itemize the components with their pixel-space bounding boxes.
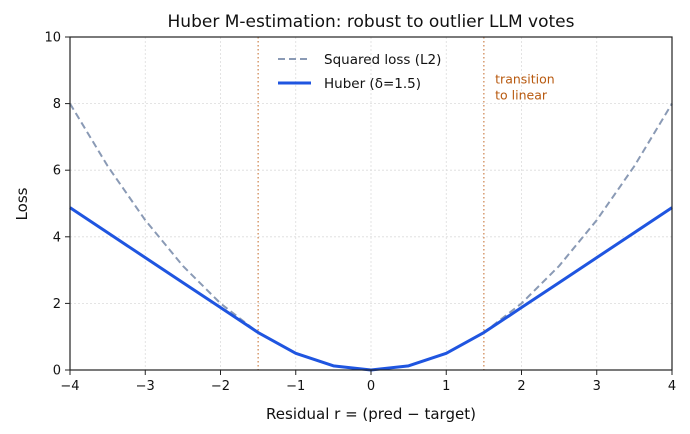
x-tick-label: 1	[442, 379, 450, 394]
legend: Squared loss (L2) Huber (δ=1.5)	[278, 52, 441, 92]
x-tick-label: 0	[367, 379, 375, 394]
x-tick-label: −2	[211, 379, 230, 394]
x-tick-label: −4	[60, 379, 79, 394]
y-tick-label: 4	[53, 230, 61, 245]
x-tick-label: 3	[593, 379, 601, 394]
x-axis-label: Residual r = (pred − target)	[266, 405, 476, 423]
y-tick-label: 10	[44, 31, 61, 46]
x-tick-label: 2	[517, 379, 525, 394]
x-tick-label: −3	[136, 379, 155, 394]
chart-title: Huber M-estimation: robust to outlier LL…	[168, 12, 575, 32]
transition-annotation: transition to linear	[495, 72, 555, 103]
axis-ticks: −4 −3 −2 −1 0 1 2 3 4 0 2 4 6 8 10	[44, 31, 676, 395]
legend-label: Squared loss (L2)	[324, 52, 441, 68]
annotation: transition to linear	[495, 72, 555, 103]
x-tick-label: −1	[286, 379, 305, 394]
legend-label: Huber (δ=1.5)	[324, 76, 421, 92]
y-axis-label: Loss	[13, 187, 31, 220]
y-tick-label: 8	[53, 97, 61, 112]
y-tick-label: 6	[53, 164, 61, 179]
transition-lines	[257, 37, 485, 370]
x-tick-label: 4	[668, 379, 676, 394]
y-tick-label: 2	[53, 297, 61, 312]
y-tick-label: 0	[53, 364, 61, 379]
